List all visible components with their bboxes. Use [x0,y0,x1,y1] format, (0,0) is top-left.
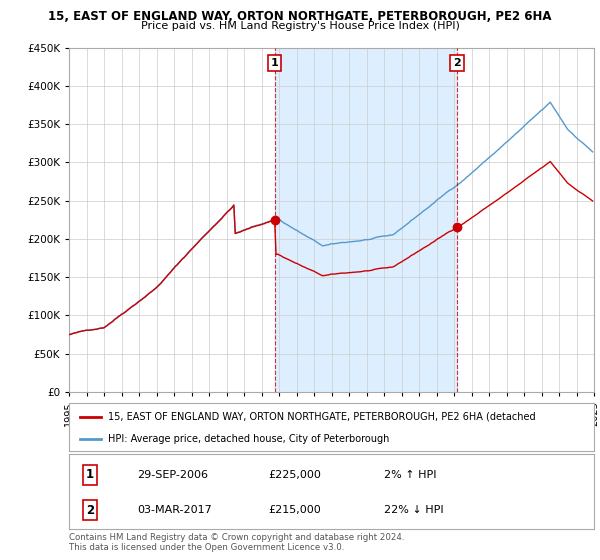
Text: £225,000: £225,000 [269,470,322,480]
Text: 1: 1 [86,468,94,481]
Text: 15, EAST OF ENGLAND WAY, ORTON NORTHGATE, PETERBOROUGH, PE2 6HA (detached: 15, EAST OF ENGLAND WAY, ORTON NORTHGATE… [109,412,536,422]
Text: 22% ↓ HPI: 22% ↓ HPI [384,505,443,515]
Text: Contains HM Land Registry data © Crown copyright and database right 2024.: Contains HM Land Registry data © Crown c… [69,533,404,542]
Bar [275,48,457,392]
Text: 2: 2 [86,504,94,517]
Text: HPI: Average price, detached house, City of Peterborough: HPI: Average price, detached house, City… [109,434,390,444]
Text: Price paid vs. HM Land Registry's House Price Index (HPI): Price paid vs. HM Land Registry's House … [140,21,460,31]
Text: 2% ↑ HPI: 2% ↑ HPI [384,470,437,480]
Text: This data is licensed under the Open Government Licence v3.0.: This data is licensed under the Open Gov… [69,543,344,552]
Text: 03-MAR-2017: 03-MAR-2017 [137,505,212,515]
Text: 15, EAST OF ENGLAND WAY, ORTON NORTHGATE, PETERBOROUGH, PE2 6HA: 15, EAST OF ENGLAND WAY, ORTON NORTHGATE… [48,10,552,23]
Text: 2: 2 [453,58,461,68]
Text: £215,000: £215,000 [269,505,321,515]
Text: 1: 1 [271,58,278,68]
Text: 29-SEP-2006: 29-SEP-2006 [137,470,208,480]
